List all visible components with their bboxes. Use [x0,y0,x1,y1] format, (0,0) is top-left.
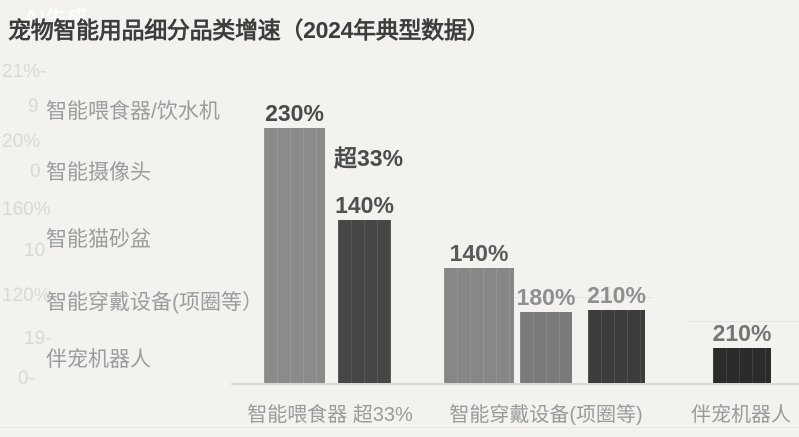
x-axis-baseline [231,383,799,385]
legend-item: 智能猫砂盆 [46,228,151,251]
faint-gridline [688,321,799,322]
ai-generated-watermark: AI生成 [24,7,88,29]
x-axis-label: 智能穿戴设备(项圈等) [449,404,643,426]
faint-gridline [505,297,653,298]
x-axis-label: 伴宠机器人 [691,404,791,426]
bar-value-label: 140% [335,192,394,218]
bar-value-label: 180% [516,284,576,310]
legend-item: 智能摄像头 [46,161,151,184]
bar-value-label: 230% [265,100,324,126]
legend-item: 伴宠机器人 [46,348,151,371]
y-tick-label: 160% [2,199,51,220]
bar [264,128,325,383]
chart-title: 宠物智能用品细分品类增速（2024年典型数据） [8,17,490,43]
bar [713,348,771,383]
legend-item: 智能穿戴设备(项圈等） [46,291,263,314]
y-tick-label: 120% [2,285,51,306]
bar-value-label: 210% [712,320,772,346]
y-tick-label: 0 [30,161,41,182]
bar-value-label: 140% [449,240,509,266]
y-tick-label: 10 [24,240,46,261]
y-tick-label: 0- [18,368,35,389]
x-axis-label: 智能喂食器 超33% [247,404,413,426]
bar [338,220,391,383]
bar [520,312,572,383]
y-tick-label: 20% [2,131,41,152]
y-tick-label: 19- [24,328,52,349]
y-tick-label: 9 [28,96,39,117]
bar [588,310,645,383]
y-tick-label: 21%- [2,61,47,82]
annotation-chao33: 超33% [334,145,404,171]
bar [444,268,514,383]
legend-item: 智能喂食器/饮水机 [46,100,220,123]
bar-value-label: 210% [587,282,646,308]
bottom-divider [0,427,799,428]
